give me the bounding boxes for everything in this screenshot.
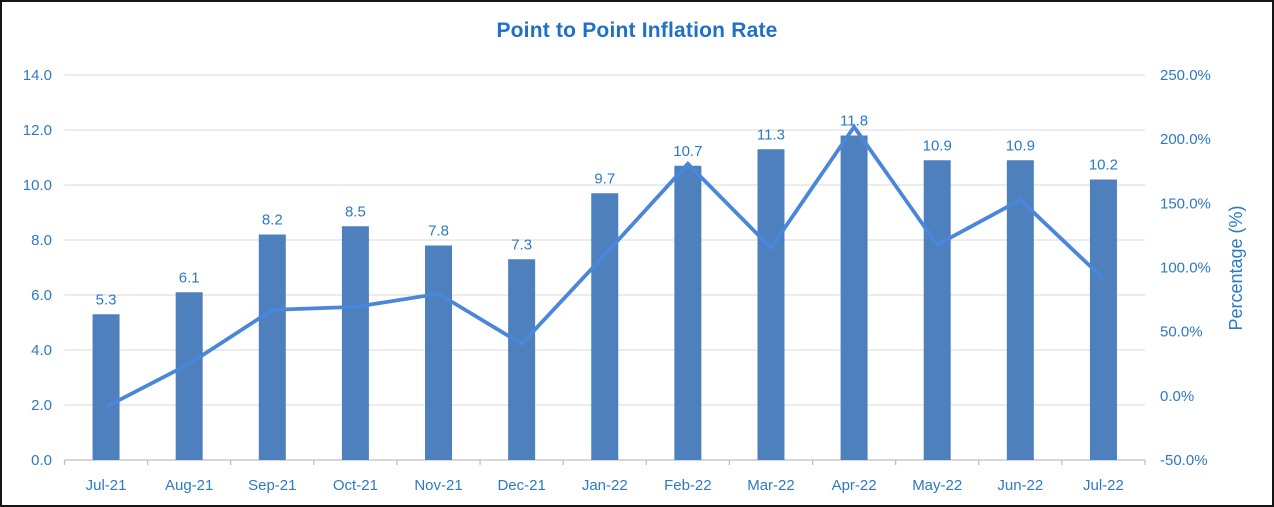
bar: [92, 314, 120, 460]
x-axis-category-label: Mar-22: [747, 477, 795, 494]
right-axis-tick-label: 0.0%: [1160, 388, 1194, 405]
bar-value-label: 8.2: [262, 212, 283, 229]
bar-value-label: 5.3: [96, 291, 117, 308]
bar: [757, 149, 785, 460]
left-axis-tick-label: 12.0: [23, 122, 52, 139]
left-axis-tick-label: 10.0: [23, 177, 52, 194]
bar-value-label: 10.9: [1006, 137, 1035, 154]
x-axis-category-labels: Jul-21 Aug-21 Sep-21 Oct-21 Nov-21 Dec-21 Jan-…: [86, 477, 1124, 494]
bar: [425, 245, 453, 460]
bar-value-label: 7.8: [428, 223, 449, 240]
bar: [1089, 179, 1117, 460]
bar: [175, 292, 203, 460]
bar-data-labels: 5.3 6.1 8.2 8.5 7.8 7.3 9.7 10.7 11.3 11.8 10.9 10.…: [96, 113, 1118, 309]
x-axis-category-label: Aug-21: [165, 477, 213, 494]
chart-title: Point to Point Inflation Rate: [496, 19, 778, 42]
bar: [341, 226, 369, 460]
bar-value-label: 8.5: [345, 203, 366, 220]
right-axis-tick-label: 100.0%: [1160, 260, 1211, 277]
bar-value-label: 7.3: [511, 236, 532, 253]
bar-value-label: 10.7: [673, 143, 702, 160]
left-axis-tick-labels: 14.0 12.0 10.0 8.0 6.0 4.0 2.0 0.0: [23, 67, 52, 469]
line-series: [105, 123, 1105, 409]
bar-value-label: 6.1: [179, 269, 200, 286]
bar-value-label: 10.2: [1089, 157, 1118, 174]
bar: [508, 259, 536, 460]
x-axis-category-label: Jul-21: [86, 477, 127, 494]
x-axis-category-label: Feb-22: [664, 477, 712, 494]
x-axis-category-label: Jun-22: [997, 477, 1043, 494]
x-axis-category-label: Apr-22: [832, 477, 877, 494]
right-axis-tick-label: -50.0%: [1160, 452, 1208, 469]
left-axis-tick-label: 8.0: [31, 232, 52, 249]
bar: [591, 193, 619, 460]
x-axis-category-label: May-22: [912, 477, 962, 494]
bar: [258, 234, 286, 460]
right-axis-tick-label: 250.0%: [1160, 67, 1211, 84]
bar-series: [92, 135, 1117, 460]
right-axis-tick-label: 150.0%: [1160, 195, 1211, 212]
bar: [674, 165, 702, 460]
bar-value-label: 11.3: [757, 126, 785, 143]
x-axis-category-label: Oct-21: [333, 477, 378, 494]
x-axis-category-label: Dec-21: [497, 477, 545, 494]
left-axis-tick-label: 6.0: [31, 287, 52, 304]
bar: [840, 135, 868, 460]
x-axis-category-label: Jul-22: [1083, 477, 1124, 494]
bar-value-label: 10.9: [923, 137, 952, 154]
bar: [923, 160, 951, 460]
x-axis-category-label: Nov-21: [414, 477, 462, 494]
left-axis-tick-label: 4.0: [31, 342, 52, 359]
left-axis-tick-label: 0.0: [31, 452, 52, 469]
right-axis-tick-label: 50.0%: [1160, 324, 1203, 341]
right-axis-tick-labels: 250.0% 200.0% 150.0% 100.0% 50.0% 0.0% -50.0%: [1160, 67, 1211, 469]
x-axis-category-label: Jan-22: [582, 477, 628, 494]
right-axis-title: Percentage (%): [1226, 205, 1246, 330]
bar-value-label: 11.8: [840, 113, 868, 130]
x-axis-line-and-ticks: [63, 459, 1146, 465]
right-axis-tick-label: 200.0%: [1160, 131, 1211, 148]
left-axis-tick-label: 14.0: [23, 67, 52, 84]
left-axis-tick-label: 2.0: [31, 397, 52, 414]
bar-value-label: 9.7: [594, 170, 615, 187]
x-axis-category-label: Sep-21: [248, 477, 296, 494]
